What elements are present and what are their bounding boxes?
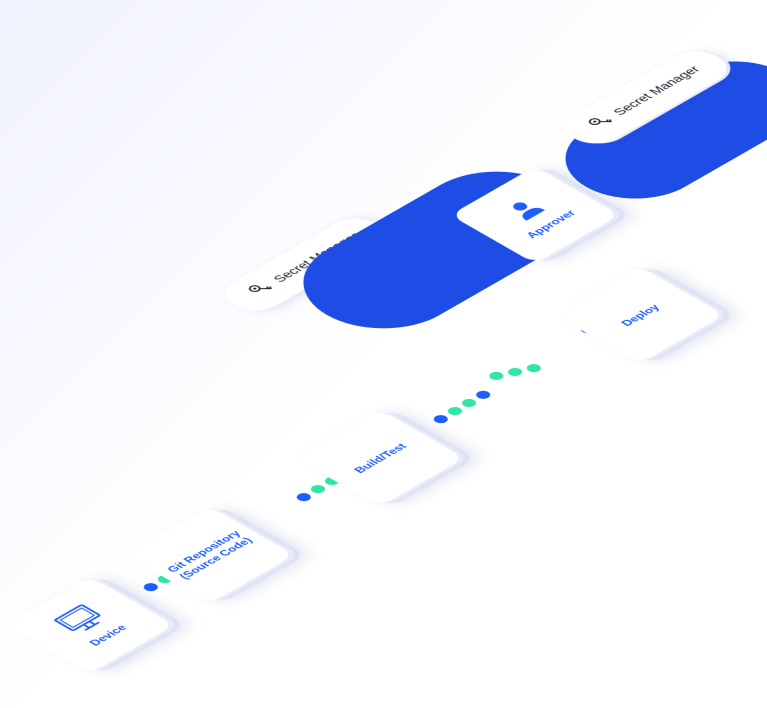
pill-sm2-label: Secret Manager	[611, 64, 704, 117]
tile-deploy-label: Deploy	[618, 302, 663, 328]
tile-build-label: Build/Test	[350, 441, 409, 475]
connector-build-mid-b	[491, 358, 539, 386]
key-icon	[585, 113, 620, 133]
connector-build-mid-a	[431, 389, 493, 425]
diagram-scene: Device Git Repository (Source Code) Buil…	[0, 0, 767, 708]
tile-deploy: Deploy	[555, 266, 725, 363]
tile-approver-label: Approver	[523, 208, 579, 240]
tile-git-label: Git Repository (Source Code)	[163, 528, 257, 582]
